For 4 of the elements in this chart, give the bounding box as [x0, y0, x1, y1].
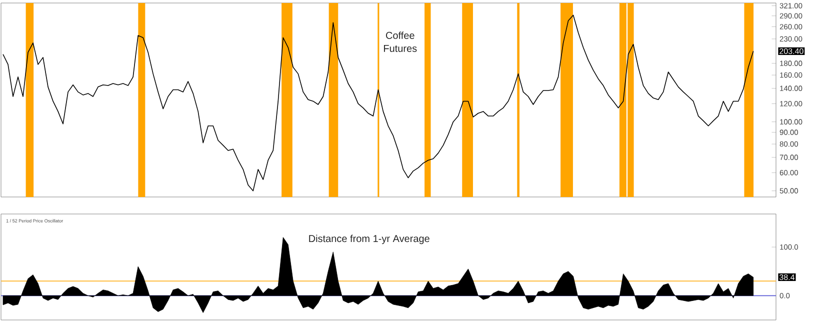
text: 38.4	[779, 274, 795, 280]
text: 203.40	[780, 48, 804, 54]
text: Distance from 1-yr Average	[309, 234, 430, 244]
text: Coffee Futures	[384, 32, 417, 52]
